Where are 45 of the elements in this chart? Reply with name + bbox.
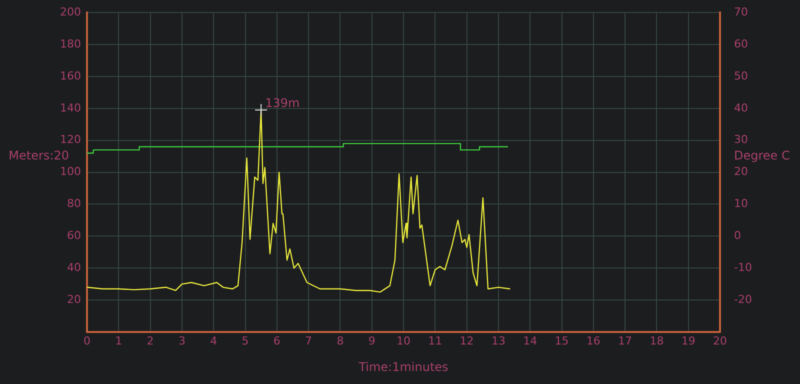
- x-tick-label: 1: [115, 334, 122, 348]
- x-tick-label: 9: [368, 334, 376, 348]
- y2-tick-label: 40: [734, 101, 748, 114]
- y2-tick-label: -20: [734, 292, 752, 306]
- x-tick-label: 5: [242, 334, 249, 348]
- x-tick-label: 19: [681, 334, 696, 348]
- y2-tick-label: 20: [734, 165, 748, 178]
- x-tick-label: 8: [336, 334, 344, 348]
- y-tick-label: 140: [60, 101, 81, 114]
- x-tick-label: 0: [84, 334, 90, 348]
- annotation: 139m: [265, 96, 300, 110]
- x-tick-label: 12: [460, 334, 474, 348]
- y2-axis-title: Degree C: [734, 148, 790, 162]
- x-tick-label: 15: [554, 334, 569, 348]
- y-tick-label: 40: [67, 260, 81, 274]
- x-tick-label: 16: [586, 334, 600, 348]
- x-tick-label: 17: [618, 334, 632, 348]
- y-tick-label: 120: [60, 133, 81, 146]
- y2-tick-label: 70: [734, 5, 748, 18]
- y-tick-label: 20: [67, 292, 81, 306]
- y-tick-label: 80: [67, 197, 81, 210]
- x-tick-label: 3: [178, 334, 186, 348]
- x-tick-label: 2: [146, 334, 154, 348]
- y-tick-label: 160: [60, 69, 81, 82]
- x-axis-title: Time:1minutes: [358, 360, 448, 374]
- x-tick-label: 20: [713, 334, 727, 348]
- y-axis-title: Meters:20: [8, 148, 69, 162]
- y2-tick-label: 50: [734, 69, 748, 82]
- x-tick-label: 7: [305, 334, 312, 348]
- y2-tick-label: 10: [734, 197, 748, 210]
- y-tick-label: 200: [60, 5, 81, 18]
- x-tick-label: 11: [428, 334, 442, 348]
- x-tick-label: 14: [523, 334, 538, 348]
- x-tick-label: 6: [273, 334, 280, 348]
- y-tick-label: 180: [60, 37, 81, 50]
- y2-tick-label: 30: [734, 133, 748, 146]
- y2-tick-label: 60: [734, 37, 748, 50]
- y-tick-label: 60: [67, 229, 81, 242]
- x-tick-label: 10: [396, 334, 410, 348]
- y2-tick-label: -10: [734, 260, 752, 274]
- y-tick-label: 100: [60, 165, 81, 178]
- y2-tick-label: 0: [734, 229, 741, 242]
- x-tick-label: 4: [210, 334, 218, 348]
- x-tick-label: 18: [650, 334, 664, 348]
- x-tick-label: 13: [491, 334, 506, 348]
